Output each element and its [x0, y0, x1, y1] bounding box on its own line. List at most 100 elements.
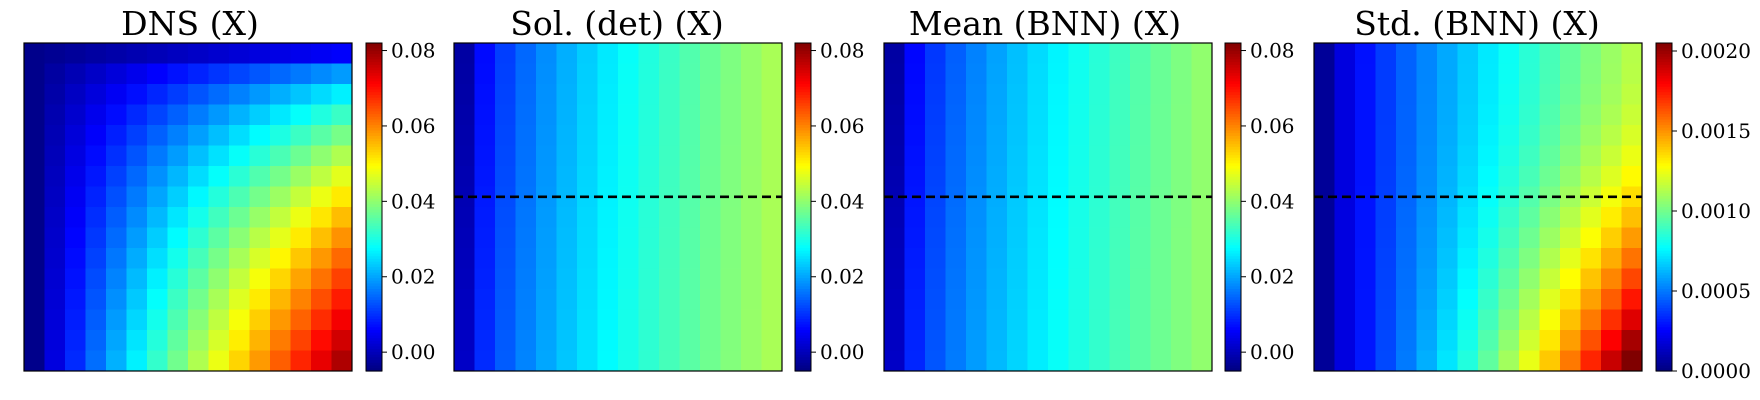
heatmap-cell	[126, 84, 148, 105]
heatmap-cell	[700, 289, 721, 310]
heatmap-cell	[249, 309, 271, 331]
heatmap-cell	[1109, 186, 1131, 208]
colorbar-segment	[795, 294, 811, 298]
heatmap-cell	[1457, 104, 1479, 126]
heatmap-cell	[1089, 43, 1110, 64]
heatmap-cell	[577, 84, 598, 105]
colorbar-segment	[366, 335, 382, 339]
heatmap-cell	[577, 207, 598, 228]
colorbar-segment	[1225, 310, 1241, 315]
heatmap-cell	[167, 207, 189, 228]
colorbar-segment	[1656, 278, 1672, 282]
colorbar-segment	[795, 100, 811, 104]
heatmap-cell	[1416, 207, 1438, 228]
heatmap-cell	[65, 227, 86, 249]
heatmap-cell	[761, 207, 783, 228]
heatmap-cell	[126, 268, 148, 290]
colorbar-segment	[366, 267, 382, 271]
colorbar-frame	[794, 42, 812, 372]
heatmap-cell	[700, 330, 721, 351]
colorbar-segment	[1656, 207, 1672, 211]
heatmap-cell	[1580, 84, 1602, 105]
heatmap-cell	[925, 125, 946, 146]
heatmap-cell	[1355, 186, 1376, 208]
heatmap-cell	[1068, 166, 1090, 187]
heatmap-cell	[1089, 309, 1110, 331]
colorbar-segment	[1225, 116, 1241, 121]
heatmap-cell	[1068, 330, 1090, 351]
heatmap-cell	[597, 104, 619, 126]
heatmap-cell	[515, 125, 537, 146]
heatmap-cell	[556, 104, 578, 126]
heatmap-cell	[1601, 125, 1622, 146]
heatmap-cell	[1621, 84, 1643, 105]
colorbar-segment	[1225, 340, 1241, 345]
colorbar-segment	[1656, 204, 1672, 208]
colorbar-segment	[1656, 324, 1672, 328]
colorbar-segment	[1225, 114, 1241, 118]
heatmap-cell	[167, 350, 189, 372]
heatmap-cell	[556, 268, 578, 290]
heatmap-cell	[720, 350, 742, 372]
colorbar-segment	[795, 313, 811, 317]
heatmap-cell	[659, 350, 680, 372]
colorbar-segment	[1225, 59, 1241, 63]
heatmap-cell	[1478, 350, 1499, 372]
colorbar-segment	[1225, 100, 1241, 104]
heatmap-cell	[147, 248, 168, 269]
heatmap-cell	[741, 84, 762, 105]
heatmap-cell	[536, 330, 557, 351]
colorbar-segment	[1225, 351, 1241, 356]
heatmap-cell	[1355, 63, 1376, 85]
heatmap-cell	[1519, 63, 1540, 85]
colorbar-segment	[795, 70, 811, 74]
heatmap-cell	[208, 248, 230, 269]
heatmap-cell	[904, 104, 926, 126]
colorbar-segment	[795, 316, 811, 320]
colorbar-segment	[366, 179, 382, 183]
heatmap-cell	[1580, 309, 1602, 331]
colorbar-segment	[366, 166, 382, 170]
heatmap-cell	[597, 43, 619, 64]
heatmap-cell	[331, 268, 353, 290]
heatmap-cell	[44, 145, 66, 167]
heatmap-cell	[720, 330, 742, 351]
heatmap-cell	[1171, 43, 1192, 64]
heatmap-cell	[1457, 145, 1479, 167]
colorbar-segment	[1656, 176, 1672, 181]
heatmap-cell	[1089, 248, 1110, 269]
heatmap-cell	[577, 350, 598, 372]
heatmap-cell	[1068, 309, 1090, 331]
heatmap-cell	[65, 104, 86, 126]
colorbar-segment	[1656, 228, 1672, 233]
heatmap-cell	[147, 207, 168, 228]
colorbar-segment	[366, 168, 382, 173]
colorbar-segment	[1225, 250, 1241, 255]
colorbar-segment	[366, 133, 382, 137]
heatmap-cell	[618, 145, 639, 167]
colorbar-segment	[366, 362, 382, 367]
colorbar-segment	[1225, 321, 1241, 326]
heatmap-cell	[577, 309, 598, 331]
colorbar-segment	[1225, 86, 1241, 91]
heatmap-cell	[311, 268, 332, 290]
colorbar-segment	[795, 67, 811, 71]
colorbar-segment	[1225, 166, 1241, 170]
heatmap-cell	[1560, 125, 1581, 146]
colorbar-segment	[1225, 174, 1241, 178]
heatmap-cell	[1601, 268, 1622, 290]
heatmap-cell	[659, 43, 680, 64]
colorbar-segment	[1656, 163, 1672, 167]
heatmap-cell	[126, 63, 148, 85]
heatmap-cell	[761, 350, 783, 372]
heatmap-cell	[659, 309, 680, 331]
heatmap-cell	[1498, 84, 1520, 105]
heatmap-cell	[1396, 268, 1417, 290]
heatmap-cell	[331, 207, 353, 228]
heatmap-cell	[1007, 268, 1028, 290]
heatmap-cell	[761, 63, 783, 85]
heatmap-cell	[515, 268, 537, 290]
colorbar-segment	[1225, 368, 1241, 372]
heatmap-cell	[311, 84, 332, 105]
colorbar-segment	[1656, 308, 1672, 312]
